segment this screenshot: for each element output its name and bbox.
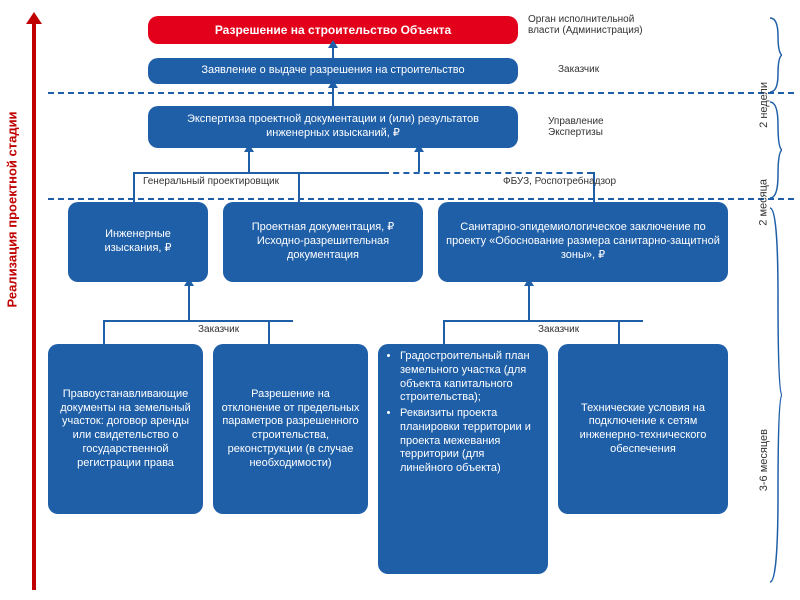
timeline-arrow-head	[26, 12, 42, 24]
stub-4a	[133, 172, 135, 202]
box-expertise: Экспертиза проектной документации и (или…	[148, 106, 518, 148]
box-project-docs-l1: Проектная документация, ₽	[252, 221, 395, 235]
arrowhead-4c-3	[414, 144, 424, 152]
box-project-docs: Проектная документация, ₽ Исходно-разреш…	[223, 202, 423, 282]
box-urban-plan: Градостроитель­ный план земель­ного учас…	[378, 344, 548, 574]
box-surveys: Инженерные изыскания, ₽	[68, 202, 208, 282]
box-sanitary: Санитарно-эпидемиологическое заключение …	[438, 202, 728, 282]
timeline-arrow	[32, 20, 36, 590]
brace-3	[768, 206, 782, 584]
brace-2	[768, 100, 782, 200]
stub-5d	[618, 320, 620, 344]
urban-plan-item-2: Реквизиты про­екта планировки территории…	[400, 407, 540, 476]
arrow-5ab-4	[188, 282, 190, 320]
stub-4b	[298, 172, 300, 202]
stub-5b	[268, 320, 270, 344]
arrowhead-5ab-4	[184, 278, 194, 286]
arrowhead-3-2	[328, 80, 338, 88]
joiner-5ab	[103, 320, 293, 322]
flow-area: Разрешение на строительство Объекта Орга…	[48, 8, 740, 592]
box-project-docs-l2: Исходно-разрешительная документация	[231, 235, 415, 263]
arrow-5cd-4	[528, 282, 530, 320]
stub-5c	[443, 320, 445, 344]
joiner-4ab	[133, 172, 383, 174]
arrowhead-4ab-3	[244, 144, 254, 152]
arrowhead-5cd-4	[524, 278, 534, 286]
time-brackets: 2 недели 2 месяца 3-6 месяцев	[742, 8, 794, 592]
arrowhead-2-1	[328, 40, 338, 48]
annot-fbuz: ФБУЗ, Роспотребнадзор	[503, 176, 616, 187]
vertical-title: Реализация проектной стадии	[5, 111, 20, 307]
annot-customer-1: Заказчик	[558, 64, 599, 75]
urban-plan-item-1: Градостроитель­ный план земель­ного учас…	[400, 350, 540, 405]
annot-customer-3: Заказчик	[538, 324, 579, 335]
box-tech-conditions: Технические условия на подключение к сет…	[558, 344, 728, 514]
annot-authority: Орган исполнительной власти (Администрац…	[528, 14, 668, 36]
box-land-docs: Правоустанавлива­ющие документы на земел…	[48, 344, 203, 514]
stub-5a	[103, 320, 105, 344]
box-deviation: Разрешение на отклонение от предельных п…	[213, 344, 368, 514]
annot-customer-2: Заказчик	[198, 324, 239, 335]
joiner-5cd	[443, 320, 643, 322]
time-3: 3-6 месяцев	[758, 429, 770, 491]
annot-expertise-dept: Управление Экспертизы	[548, 116, 648, 138]
joiner-4c-dash	[383, 172, 593, 174]
annot-gen-designer: Генеральный проектировщик	[143, 176, 279, 187]
brace-1	[768, 16, 782, 94]
